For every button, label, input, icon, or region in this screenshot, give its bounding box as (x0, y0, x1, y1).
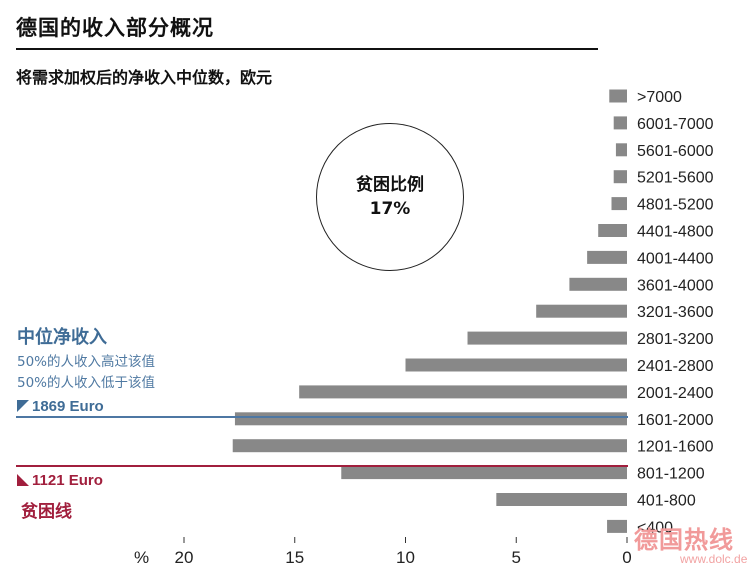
category-label-8: 3201-3600 (637, 304, 714, 321)
category-label-10: 2401-2800 (637, 358, 714, 375)
category-label-2: 5601-6000 (637, 143, 714, 160)
bar-8 (536, 304, 627, 318)
category-label-0: >7000 (637, 89, 682, 106)
category-label-16: <400 (637, 519, 673, 536)
category-label-1: 6001-7000 (637, 116, 714, 133)
category-label-3: 5201-5600 (637, 170, 714, 187)
x-axis-unit: % (134, 548, 149, 567)
category-label-5: 4401-4800 (637, 224, 714, 241)
category-label-4: 4801-5200 (637, 197, 714, 214)
bar-6 (587, 250, 627, 264)
median-income-heading: 中位净收入 (17, 327, 107, 348)
bar-14 (341, 466, 627, 480)
category-label-6: 4001-4400 (637, 250, 714, 267)
poverty-line-heading: 贫困线 (21, 502, 72, 522)
chart-subtitle: 将需求加权后的净收入中位数，欧元 (16, 68, 273, 87)
title-rule (16, 48, 598, 50)
chart-title: 德国的收入部分概况 (16, 16, 214, 40)
bar-0 (609, 89, 627, 103)
bar-4 (611, 197, 627, 211)
median-note-below: 50%的人收入低于该值 (17, 375, 156, 391)
bar-5 (598, 224, 627, 237)
median-note-above: 50%的人收入高过该值 (17, 354, 156, 370)
x-tick-label-3: 5 (512, 548, 521, 567)
x-tick-label-1: 15 (285, 548, 304, 567)
category-label-13: 1201-1600 (637, 439, 714, 456)
poverty-rate-value: 17% (369, 199, 411, 219)
bar-11 (299, 385, 627, 399)
x-tick-label-0: 20 (175, 548, 194, 567)
median-income-value: 1869 Euro (32, 398, 104, 415)
bar-15 (496, 493, 627, 506)
poverty-threshold-line (16, 465, 628, 467)
watermark-url: www.dolc.de (680, 552, 748, 566)
bar-16 (607, 519, 627, 533)
category-label-12: 1601-2000 (637, 412, 714, 429)
bar-13 (232, 439, 628, 453)
median-income-line (16, 416, 628, 418)
category-label-15: 401-800 (637, 493, 696, 510)
category-label-7: 3601-4000 (637, 277, 714, 294)
category-label-11: 2001-2400 (637, 385, 714, 402)
poverty-rate-label: 贫困比例 (356, 175, 424, 195)
category-label-14: 801-1200 (637, 466, 705, 483)
poverty-rate-circle: 贫困比例 17% (316, 123, 464, 271)
bar-12 (234, 412, 627, 426)
bar-2 (615, 143, 627, 157)
x-tick-label-4: 0 (622, 548, 631, 567)
bar-7 (569, 277, 627, 291)
x-tick-label-2: 10 (396, 548, 415, 567)
bar-3 (613, 170, 627, 184)
watermark-logo: 德国热线 (634, 526, 734, 554)
bar-10 (405, 358, 627, 372)
category-label-9: 2801-3200 (637, 331, 714, 348)
bar-1 (613, 116, 627, 130)
poverty-line-value: 1121 Euro (32, 472, 103, 489)
bar-9 (467, 331, 627, 345)
